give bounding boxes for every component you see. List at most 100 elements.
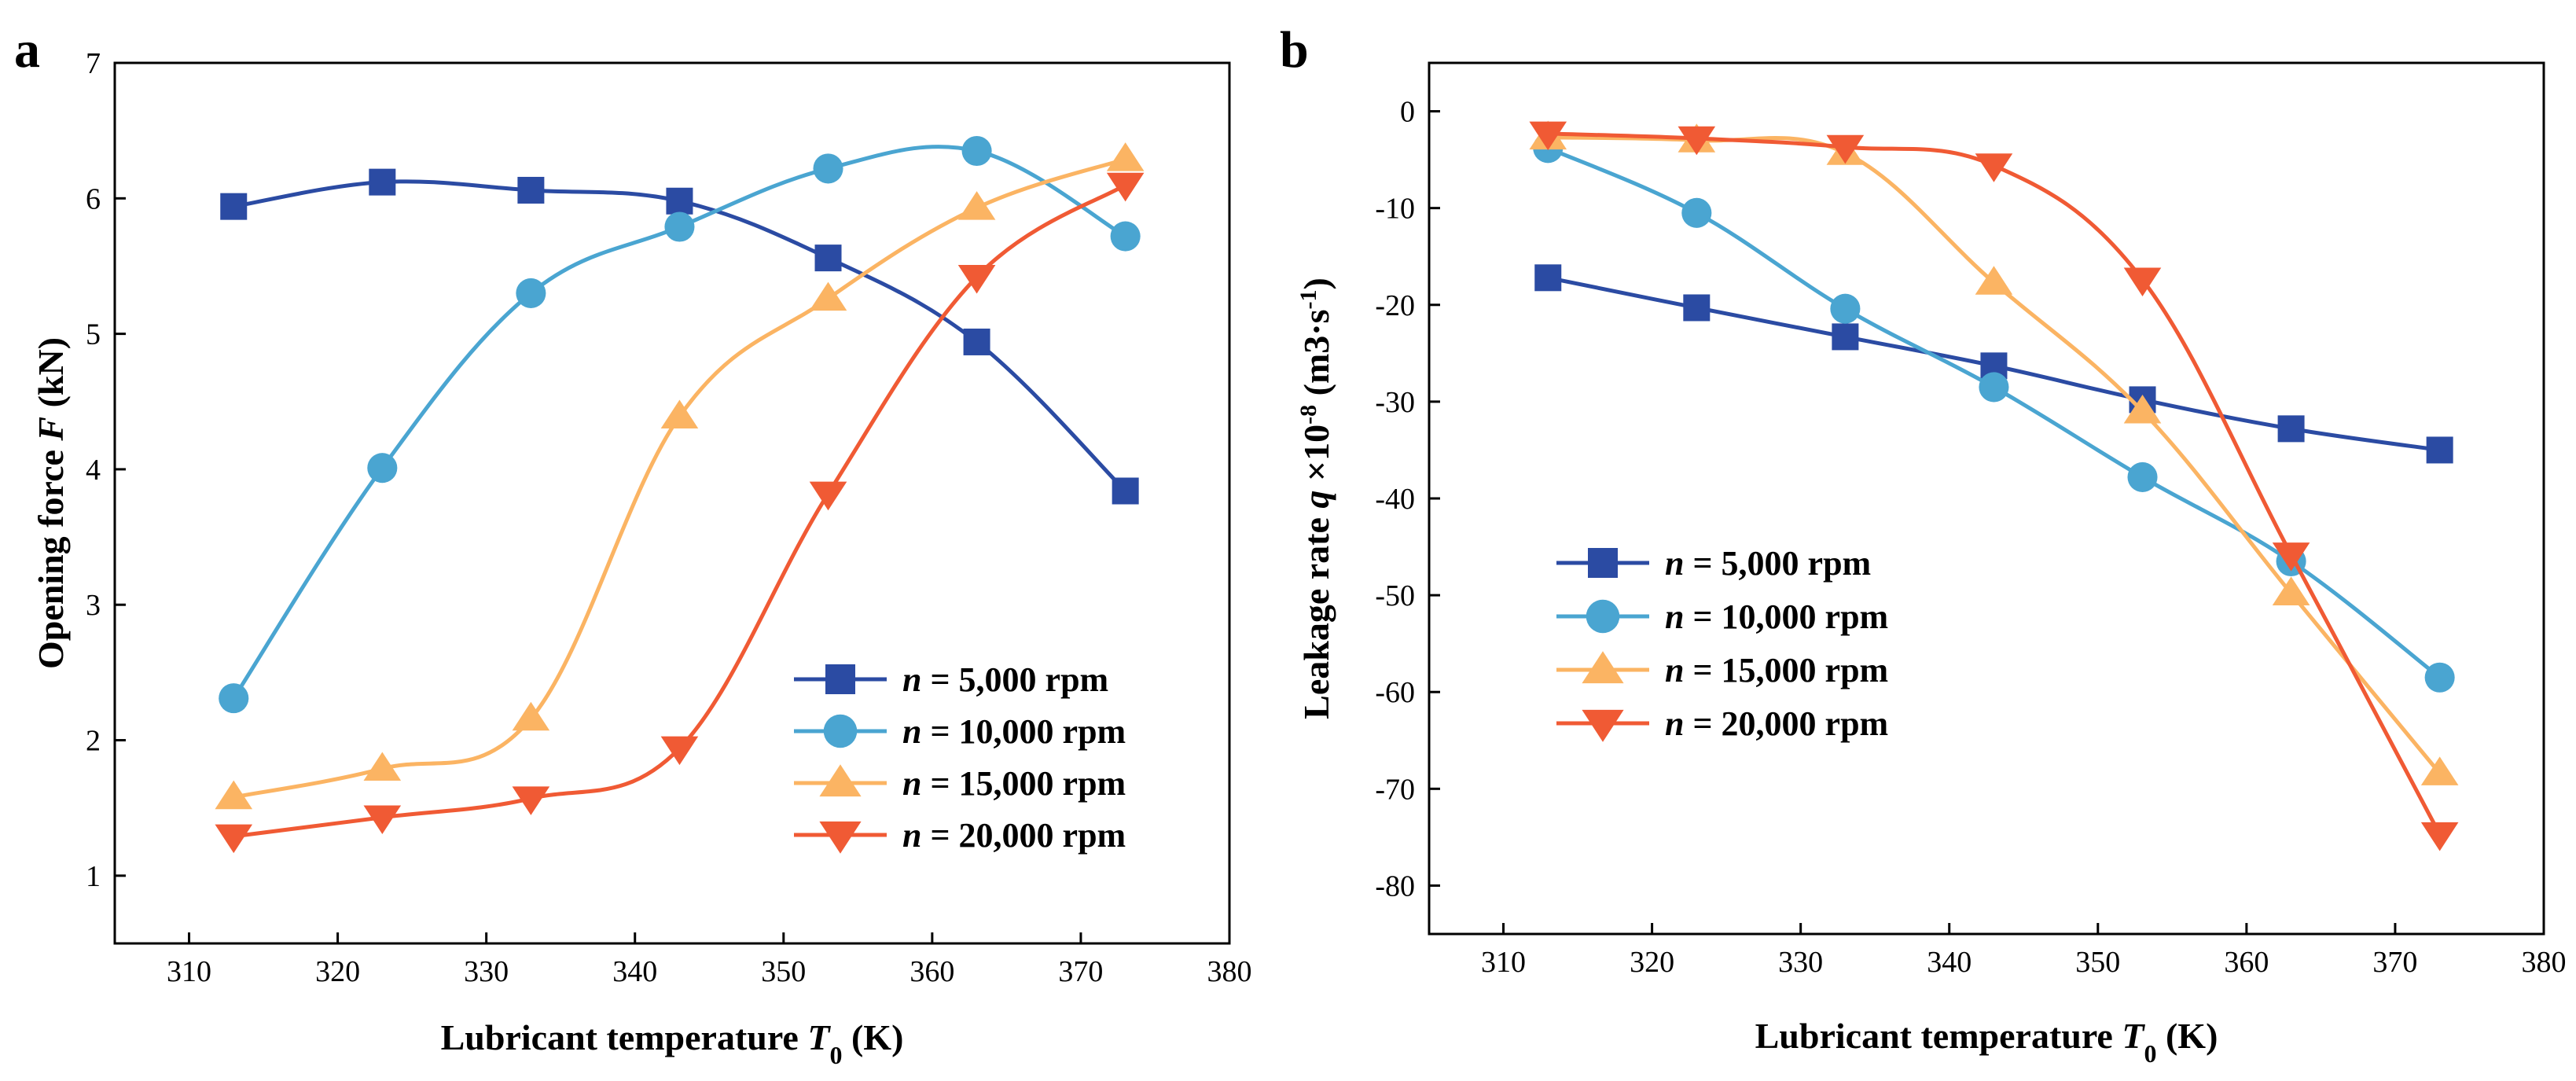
x-tick-label: 360 <box>910 955 954 988</box>
data-point-s1-2 <box>1683 294 1711 322</box>
data-point-s3-3 <box>512 701 550 731</box>
data-point-s2-3 <box>516 278 546 308</box>
y-tick-label: -10 <box>1375 193 1415 226</box>
x-tick-label: 380 <box>2522 946 2567 979</box>
plot-a-xlabel: Lubricant temperature T0 (K) <box>441 1017 904 1069</box>
legend-label: n = 15,000 rpm <box>902 764 1126 803</box>
legend-marker <box>1582 709 1624 742</box>
plot-b-ylabel-prefix: Leakage rate <box>1296 509 1336 719</box>
data-point-s4-2 <box>363 805 402 835</box>
y-tick-label: 2 <box>86 725 101 758</box>
data-point-s1-7 <box>1112 477 1139 505</box>
data-point-s2-5 <box>2127 461 2158 492</box>
x-tick-label: 330 <box>464 955 509 988</box>
x-tick-label: 310 <box>1481 946 1526 979</box>
panel-a: a 310 320 330 340 350 360 370 380 1 2 3 4 5 6 7 Lubric… <box>14 21 1252 1069</box>
panel-b-label: b <box>1280 21 1309 79</box>
data-point-s1-4 <box>666 187 693 215</box>
plot-a-series <box>215 135 1145 854</box>
y-tick-label: 6 <box>86 182 101 215</box>
legend-marker <box>1582 651 1624 684</box>
plot-b-series <box>1529 120 2459 851</box>
data-point-s3-1 <box>215 780 253 810</box>
legend-label: n = 5,000 rpm <box>1665 544 1871 583</box>
data-point-s2-7 <box>2424 662 2455 693</box>
x-tick-label: 330 <box>1778 946 1823 979</box>
data-point-s2-6 <box>961 135 992 167</box>
data-point-s4-3 <box>512 786 550 815</box>
plot-a-xlabel-prefix: Lubricant temperature <box>441 1017 808 1057</box>
data-point-s3-7 <box>1106 142 1145 171</box>
legend-label: n = 10,000 rpm <box>902 712 1126 751</box>
x-tick-label: 380 <box>1207 955 1252 988</box>
plot-b-ylabel: Leakage rate q ×10-8 (m3·s-1) <box>1295 278 1337 719</box>
data-point-s4-4 <box>1975 153 2013 182</box>
data-point-s4-6 <box>2272 542 2310 572</box>
series-line-4 <box>1548 131 2442 836</box>
plot-b-xlabel-unit: (K) <box>2156 1016 2218 1056</box>
plot-a-frame <box>113 61 1231 945</box>
legend-marker <box>823 714 858 748</box>
plot-a-legend: n = 5,000 rpm n = 10,000 rpm n = 15,000 rp… <box>794 660 1126 855</box>
data-point-s2-5 <box>813 153 843 184</box>
y-tick-label: -80 <box>1375 870 1415 903</box>
data-point-s4-5 <box>2123 267 2162 297</box>
plot-a-ylabel: Opening force F (kN) <box>31 337 71 669</box>
plot-b-frame <box>1428 61 2545 936</box>
data-point-s2-2 <box>1681 197 1712 228</box>
plot-a-xlabel-var: T <box>807 1017 831 1057</box>
plot-b-xlabel-prefix: Lubricant temperature <box>1755 1016 2122 1056</box>
data-point-s2-1 <box>219 683 249 714</box>
plot-b-xlabel-var: T <box>2122 1016 2145 1056</box>
plot-b-ylabel-exp: -8 <box>1295 405 1321 425</box>
plot-b-ylabel-unit-b: ) <box>1296 278 1336 289</box>
data-point-s4-1 <box>1529 121 1567 151</box>
plot-b-ylabel-mid: ×10 <box>1296 425 1336 491</box>
x-tick-label: 340 <box>612 955 657 988</box>
data-point-s1-7 <box>2426 436 2453 464</box>
series-line-3 <box>233 156 1126 800</box>
y-tick-label: -20 <box>1375 289 1415 322</box>
legend-marker <box>1586 599 1620 634</box>
data-point-s4-3 <box>1826 134 1865 164</box>
data-point-s3-7 <box>2420 756 2459 785</box>
data-point-s3-4 <box>1975 266 2013 295</box>
x-tick-label: 350 <box>761 955 806 988</box>
data-point-s3-2 <box>363 752 402 781</box>
y-tick-label: 0 <box>1400 96 1415 129</box>
data-point-s4-4 <box>660 736 699 766</box>
plot-b-ticks: 310 320 330 340 350 360 370 380 0 -10 -20 -30 -40 -50… <box>1375 96 2566 979</box>
data-point-s1-5 <box>814 245 842 272</box>
y-tick-label: 7 <box>86 47 101 80</box>
data-point-s1-1 <box>1534 264 1562 292</box>
y-tick-label: 3 <box>86 589 101 622</box>
plot-b-ylabel-unit-a: (m3·s <box>1296 309 1336 404</box>
y-tick-label: -50 <box>1375 579 1415 612</box>
plot-b-ylabel-unit-exp: -1 <box>1295 289 1321 309</box>
data-point-s3-6 <box>957 191 996 220</box>
data-point-s4-5 <box>809 481 847 511</box>
data-point-s4-1 <box>215 824 253 854</box>
y-tick-label: -40 <box>1375 483 1415 516</box>
x-tick-label: 350 <box>2075 946 2120 979</box>
y-tick-label: 5 <box>86 318 101 351</box>
panel-b: b 310 320 330 340 350 360 370 3800-10-20-30-40-… <box>1280 21 2567 1068</box>
y-tick-label: 4 <box>86 454 101 487</box>
data-point-s4-2 <box>1678 126 1716 156</box>
data-point-s1-3 <box>1832 323 1859 351</box>
y-tick-label: -30 <box>1375 386 1415 419</box>
legend-marker <box>1588 548 1618 578</box>
legend-marker <box>819 821 862 854</box>
x-tick-label: 370 <box>2372 946 2417 979</box>
data-point-s3-6 <box>2272 576 2310 605</box>
legend-label: n = 20,000 rpm <box>902 816 1126 855</box>
data-point-s4-7 <box>2420 822 2459 851</box>
data-point-s2-2 <box>367 453 398 484</box>
data-point-s2-4 <box>664 211 695 242</box>
data-point-s1-2 <box>369 168 396 196</box>
panel-a-label: a <box>14 21 40 79</box>
plot-a-ylabel-prefix: Opening force <box>31 441 71 669</box>
data-point-s2-3 <box>1830 293 1861 324</box>
data-point-s3-5 <box>809 281 847 311</box>
